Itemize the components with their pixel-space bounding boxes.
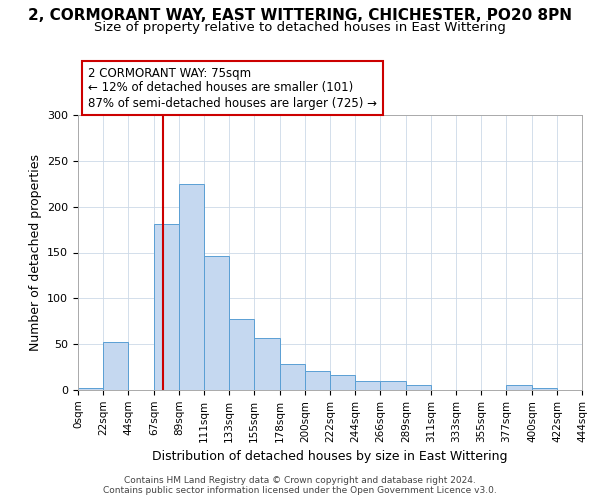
Bar — [355, 381, 380, 390]
X-axis label: Distribution of detached houses by size in East Wittering: Distribution of detached houses by size … — [152, 450, 508, 463]
Text: 2 CORMORANT WAY: 75sqm
← 12% of detached houses are smaller (101)
87% of semi-de: 2 CORMORANT WAY: 75sqm ← 12% of detached… — [88, 66, 377, 110]
Text: Contains HM Land Registry data © Crown copyright and database right 2024.: Contains HM Land Registry data © Crown c… — [124, 476, 476, 485]
Bar — [78, 388, 103, 390]
Bar — [204, 256, 229, 390]
Bar — [103, 342, 128, 390]
Bar — [406, 386, 431, 390]
Bar — [280, 364, 305, 390]
Y-axis label: Number of detached properties: Number of detached properties — [29, 154, 41, 351]
Bar — [229, 320, 254, 390]
Bar — [154, 224, 179, 390]
Bar — [506, 386, 532, 390]
Text: 2, CORMORANT WAY, EAST WITTERING, CHICHESTER, PO20 8PN: 2, CORMORANT WAY, EAST WITTERING, CHICHE… — [28, 8, 572, 22]
Bar — [532, 388, 557, 390]
Bar — [380, 381, 406, 390]
Bar — [330, 376, 355, 390]
Text: Size of property relative to detached houses in East Wittering: Size of property relative to detached ho… — [94, 21, 506, 34]
Bar — [254, 338, 280, 390]
Bar — [179, 184, 204, 390]
Text: Contains public sector information licensed under the Open Government Licence v3: Contains public sector information licen… — [103, 486, 497, 495]
Bar — [305, 371, 330, 390]
